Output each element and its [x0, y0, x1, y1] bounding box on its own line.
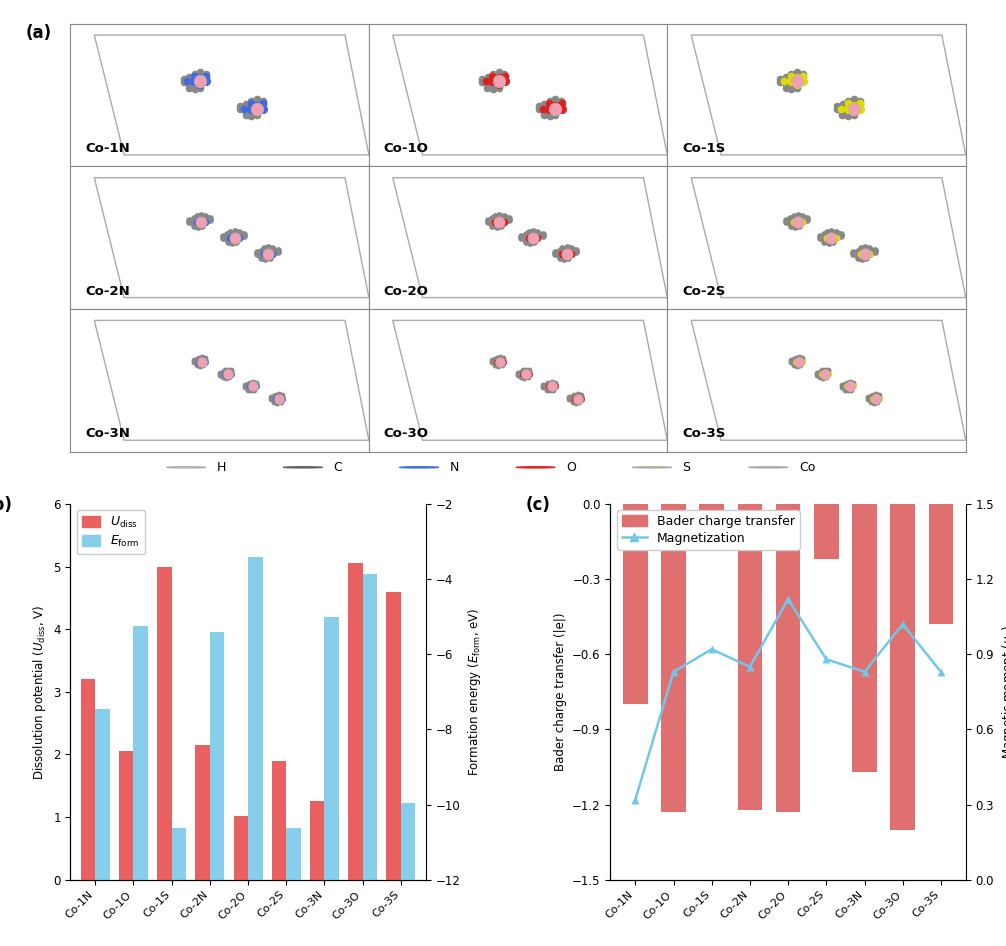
Bar — [929, 504, 954, 624]
Polygon shape — [95, 321, 369, 440]
Text: S: S — [682, 461, 690, 474]
Polygon shape — [392, 321, 667, 440]
Bar — [776, 504, 801, 812]
Text: (a): (a) — [25, 24, 51, 42]
Legend: $U_{\mathrm{diss}}$, $E_{\mathrm{form}}$: $U_{\mathrm{diss}}$, $E_{\mathrm{form}}$ — [76, 510, 145, 554]
Y-axis label: Dissolution potential ($U_{\mathrm{diss}}$, V): Dissolution potential ($U_{\mathrm{diss}… — [30, 604, 47, 780]
Polygon shape — [392, 178, 667, 298]
Bar — [248, 557, 263, 880]
Y-axis label: Magnetic moment ($\mu_{\mathrm{B}}$): Magnetic moment ($\mu_{\mathrm{B}}$) — [1000, 624, 1006, 759]
Circle shape — [167, 466, 206, 468]
Text: O: O — [566, 461, 575, 474]
Bar — [699, 504, 724, 521]
Polygon shape — [691, 178, 966, 298]
Bar — [348, 564, 363, 880]
Bar — [852, 504, 877, 772]
Y-axis label: Formation energy ($E_{\mathrm{form}}$, eV): Formation energy ($E_{\mathrm{form}}$, e… — [466, 607, 483, 776]
Bar — [96, 709, 110, 880]
Circle shape — [632, 466, 672, 468]
Bar — [272, 761, 287, 880]
Bar — [210, 632, 224, 880]
Text: Co-3N: Co-3N — [86, 428, 130, 440]
Text: Co-2N: Co-2N — [86, 285, 130, 298]
Polygon shape — [95, 35, 369, 155]
Bar — [233, 815, 248, 880]
Circle shape — [283, 466, 323, 468]
Bar — [890, 504, 915, 830]
Bar — [310, 801, 325, 880]
Text: Co-1S: Co-1S — [682, 142, 725, 155]
Bar — [363, 574, 377, 880]
Bar — [134, 626, 148, 880]
Legend: Bader charge transfer, Magnetization: Bader charge transfer, Magnetization — [617, 510, 800, 550]
Circle shape — [516, 466, 555, 468]
Text: C: C — [333, 461, 342, 474]
Bar — [814, 504, 839, 559]
Text: Co-3O: Co-3O — [383, 428, 429, 440]
Bar — [737, 504, 763, 810]
Bar — [623, 504, 648, 705]
Bar — [157, 567, 172, 880]
Polygon shape — [691, 321, 966, 440]
Text: Co-1N: Co-1N — [86, 142, 130, 155]
Text: Co-2O: Co-2O — [383, 285, 429, 298]
Y-axis label: Bader charge transfer (|e|): Bader charge transfer (|e|) — [553, 613, 566, 771]
Text: Co-3S: Co-3S — [682, 428, 725, 440]
Circle shape — [748, 466, 788, 468]
Polygon shape — [392, 35, 667, 155]
Bar — [661, 504, 686, 812]
Text: (b): (b) — [0, 497, 12, 515]
Bar — [287, 829, 301, 880]
Bar — [119, 751, 134, 880]
Text: Co-2S: Co-2S — [682, 285, 725, 298]
Text: (c): (c) — [525, 497, 550, 515]
Text: Co-1O: Co-1O — [383, 142, 429, 155]
Bar — [386, 591, 400, 880]
Polygon shape — [95, 178, 369, 298]
Bar — [325, 617, 339, 880]
Bar — [400, 803, 415, 880]
Text: H: H — [217, 461, 226, 474]
Bar — [195, 745, 210, 880]
Text: Co: Co — [799, 461, 815, 474]
Circle shape — [399, 466, 439, 468]
Bar — [172, 829, 186, 880]
Polygon shape — [691, 35, 966, 155]
Text: N: N — [450, 461, 459, 474]
Bar — [80, 679, 96, 880]
